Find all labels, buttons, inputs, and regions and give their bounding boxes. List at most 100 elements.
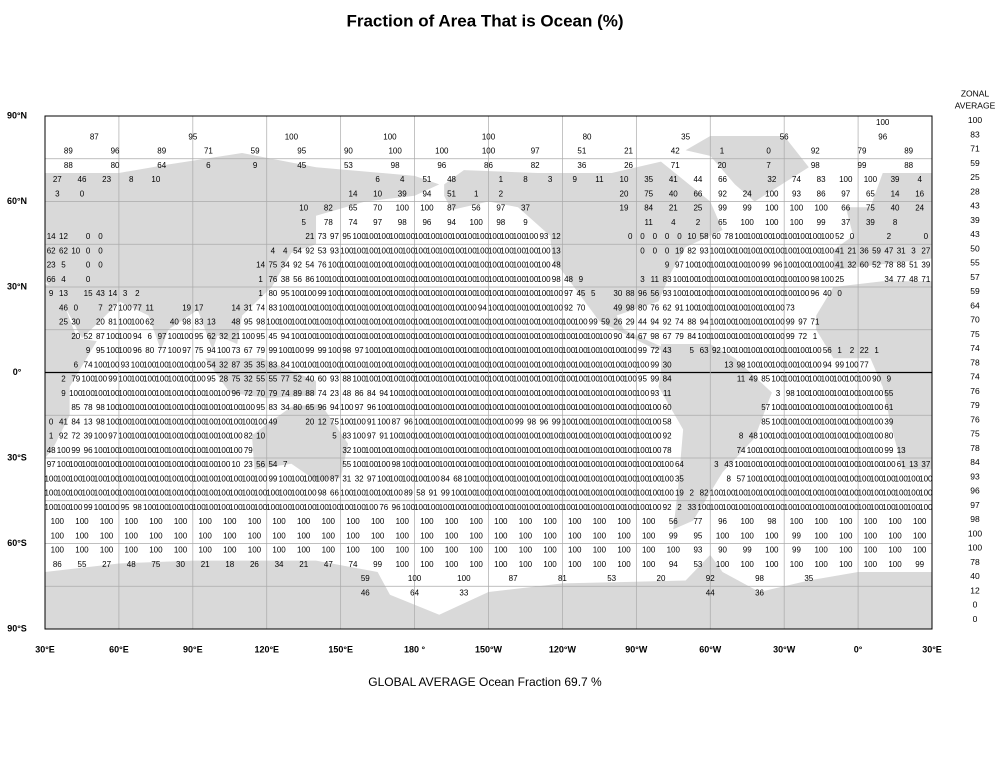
cell-value: 100: [229, 474, 243, 483]
cell-value: 86: [817, 189, 826, 198]
lon-tick-label: 0°: [854, 644, 863, 654]
lat-tick-label: 60°N: [7, 196, 27, 206]
zonal-average: 79: [970, 400, 980, 410]
cell-value: 100: [192, 503, 206, 512]
cell-value: 100: [870, 389, 884, 398]
cell-value: 52: [293, 375, 302, 384]
cell-value: 99: [552, 417, 561, 426]
cell-value: 100: [821, 432, 835, 441]
cell-value: 2: [690, 489, 695, 498]
cell-value: 100: [426, 318, 440, 327]
cell-value: 100: [587, 346, 601, 355]
cell-value: 100: [537, 275, 551, 284]
cell-value: 58: [416, 489, 425, 498]
cell-value: 5: [690, 346, 695, 355]
cell-value: 100: [710, 489, 724, 498]
cell-value: 35: [644, 175, 653, 184]
cell-value: 5: [332, 432, 337, 441]
cell-value: 9: [523, 218, 528, 227]
cell-value: 100: [599, 503, 613, 512]
cell-value: 100: [593, 546, 607, 555]
cell-value: 100: [648, 417, 662, 426]
cell-value: 100: [352, 489, 366, 498]
cell-value: 60: [712, 232, 721, 241]
cell-value: 100: [463, 232, 477, 241]
cell-value: 84: [441, 474, 450, 483]
cell-value: 100: [340, 318, 354, 327]
zonal-average: 75: [970, 429, 980, 439]
cell-value: 94: [447, 218, 456, 227]
cell-value: 100: [451, 246, 465, 255]
cell-value: 34: [281, 261, 290, 270]
cell-value: 100: [377, 261, 391, 270]
cell-value: 100: [796, 289, 810, 298]
cell-value: 100: [765, 204, 779, 213]
cell-value: 20: [717, 161, 726, 170]
cell-value: 100: [248, 517, 262, 526]
cell-value: 43: [663, 346, 672, 355]
land-mass: [816, 281, 932, 470]
cell-value: 100: [759, 332, 773, 341]
cell-value: 100: [845, 489, 859, 498]
cell-value: 100: [389, 360, 403, 369]
cell-value: 35: [675, 474, 684, 483]
cell-value: 100: [69, 489, 83, 498]
cell-value: 97: [367, 474, 376, 483]
cell-value: 100: [402, 303, 416, 312]
cell-value: 100: [500, 503, 514, 512]
cell-value: 100: [272, 517, 286, 526]
cell-value: 97: [367, 432, 376, 441]
cell-value: 95: [281, 289, 290, 298]
footer: GLOBAL AVERAGE Ocean Fraction 69.7 %: [368, 675, 602, 689]
cell-value: 100: [494, 531, 508, 540]
cell-value: 100: [44, 503, 58, 512]
cell-value: 96: [878, 132, 887, 141]
cell-value: 100: [513, 332, 527, 341]
cell-value: 100: [814, 560, 828, 569]
cell-value: 33: [687, 503, 696, 512]
cell-value: 100: [371, 531, 385, 540]
cell-value: 100: [414, 389, 428, 398]
cell-value: 100: [75, 546, 89, 555]
cell-value: 100: [845, 460, 859, 469]
zonal-heading: ZONAL: [961, 88, 990, 98]
cell-value: 97: [182, 346, 191, 355]
cell-value: 53: [693, 560, 702, 569]
cell-value: 100: [488, 417, 502, 426]
cell-value: 100: [741, 218, 755, 227]
cell-value: 100: [845, 389, 859, 398]
cell-value: 100: [895, 474, 909, 483]
cell-value: 24: [743, 189, 752, 198]
cell-value: 100: [377, 489, 391, 498]
cell-value: 100: [266, 318, 280, 327]
cell-value: 100: [365, 460, 379, 469]
cell-value: 100: [537, 360, 551, 369]
cell-value: 100: [291, 474, 305, 483]
cell-value: 100: [205, 403, 219, 412]
cell-value: 100: [759, 246, 773, 255]
cell-value: 100: [168, 360, 182, 369]
cell-value: 82: [244, 432, 253, 441]
cell-value: 100: [402, 503, 416, 512]
lat-tick-label: 90°S: [7, 623, 27, 633]
cell-value: 100: [568, 546, 582, 555]
cell-value: 100: [402, 432, 416, 441]
cell-value: 100: [463, 332, 477, 341]
cell-value: 100: [414, 318, 428, 327]
cell-value: 14: [891, 189, 900, 198]
cell-value: 100: [771, 417, 785, 426]
cell-value: 100: [205, 460, 219, 469]
cell-value: 3: [911, 246, 916, 255]
cell-value: 100: [864, 175, 878, 184]
cell-value: 83: [342, 432, 351, 441]
cell-value: 31: [897, 246, 906, 255]
cell-value: 100: [636, 417, 650, 426]
cell-value: 100: [303, 289, 317, 298]
cell-value: 100: [352, 303, 366, 312]
cell-value: 100: [870, 474, 884, 483]
cell-value: 100: [550, 432, 564, 441]
cell-value: 100: [562, 375, 576, 384]
cell-value: 47: [324, 560, 333, 569]
cell-value: 100: [463, 389, 477, 398]
cell-value: 65: [718, 218, 727, 227]
